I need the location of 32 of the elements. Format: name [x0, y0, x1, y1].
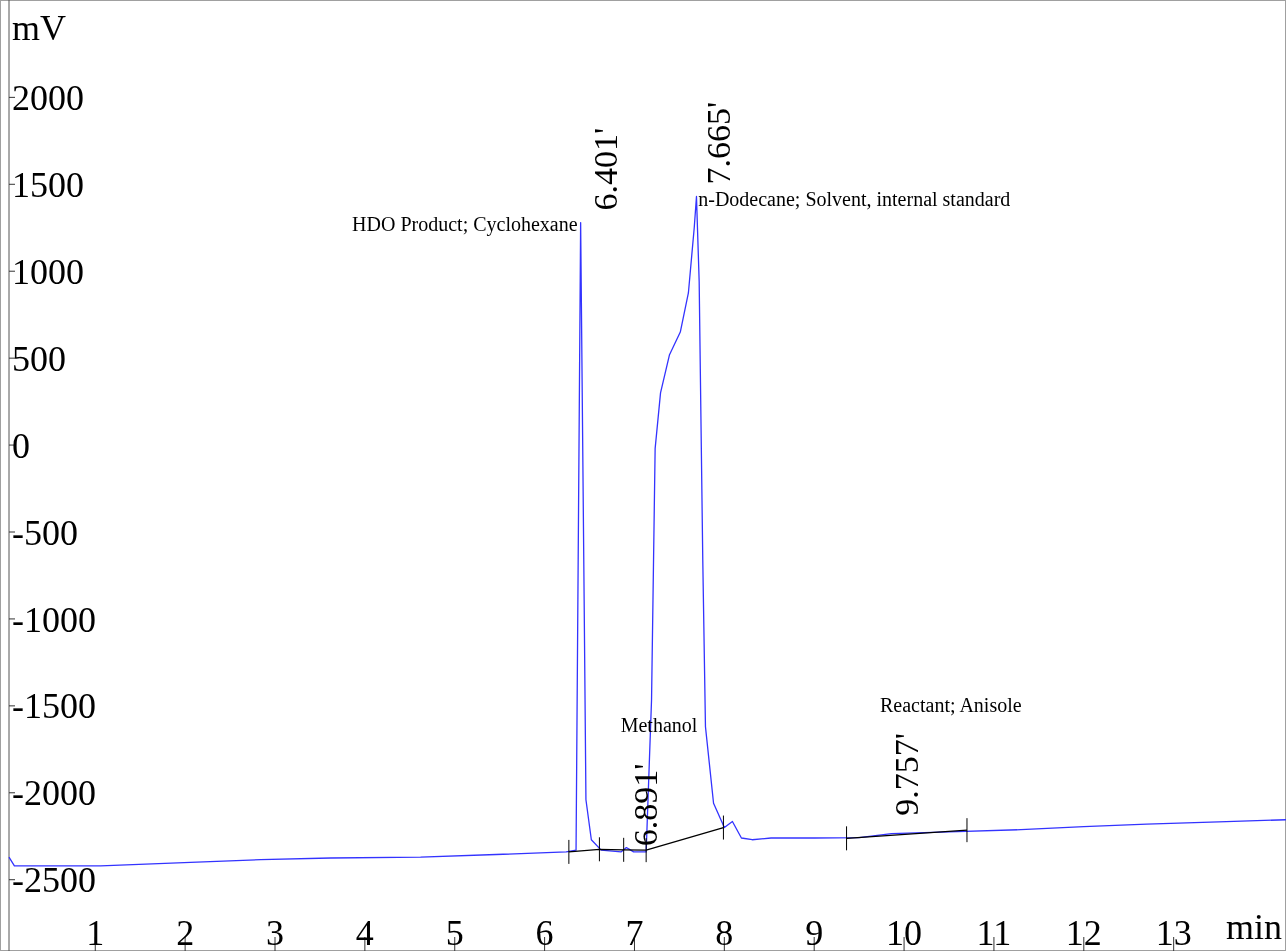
y-tick-label: -500: [12, 512, 78, 553]
x-tick-label: 12: [1065, 913, 1102, 951]
y-tick-label: 0: [12, 425, 30, 466]
annotation: n-Dodecane; Solvent, internal standard: [698, 188, 1011, 211]
annotation: Reactant; Anisole: [880, 694, 1022, 716]
annotation: 6.891': [626, 763, 664, 847]
y-axis-title: mV: [12, 8, 66, 48]
annotation: 6.401': [586, 127, 624, 211]
x-tick-label: 6: [535, 913, 554, 951]
annotation: 7.665': [700, 101, 738, 185]
annotation: HDO Product; Cyclohexane: [352, 212, 578, 236]
y-tick-label: -1500: [12, 686, 96, 727]
y-tick-label: 1000: [12, 251, 84, 292]
x-tick-label: 7: [625, 913, 644, 951]
y-tick-label: -2500: [12, 860, 96, 901]
x-tick-label: 2: [176, 913, 195, 951]
x-tick-label: 8: [715, 913, 734, 951]
y-tick-label: 1500: [12, 164, 84, 205]
x-axis-title: min: [1225, 907, 1282, 947]
y-tick-label: 500: [12, 338, 66, 379]
x-tick-label: 9: [805, 913, 824, 951]
x-tick-label: 3: [266, 913, 284, 951]
annotation: 9.757': [888, 733, 926, 816]
x-tick-label: 4: [355, 913, 374, 951]
x-tick-label: 10: [886, 913, 923, 951]
x-tick-label: 1: [86, 913, 105, 951]
x-tick-label: 11: [976, 913, 1012, 951]
y-tick-label: 2000: [12, 77, 84, 118]
y-tick-label: -2000: [12, 773, 96, 814]
y-tick-label: -1000: [12, 599, 96, 640]
x-tick-label: 5: [445, 913, 464, 951]
x-tick-label: 13: [1155, 913, 1192, 951]
